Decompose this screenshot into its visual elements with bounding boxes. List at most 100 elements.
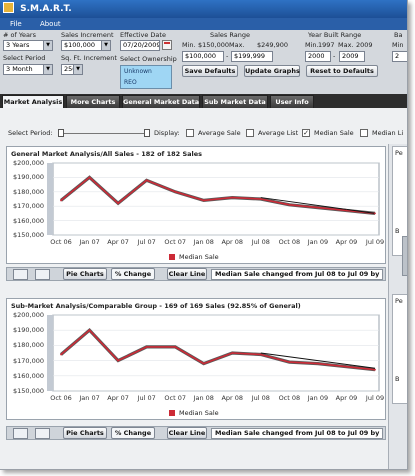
data-point [145, 179, 148, 182]
legend: Median Sale [169, 253, 219, 261]
bar-chart-icon[interactable] [35, 428, 50, 439]
data-point [174, 190, 177, 193]
tab-sub-market-data[interactable]: Sub Market Data [202, 95, 268, 108]
y-tick-label: $170,000 [12, 202, 44, 211]
title-bar: S.M.A.R.T. [0, 0, 407, 18]
y-tick-label: $180,000 [12, 341, 44, 350]
data-point [374, 368, 376, 371]
average-list-checkbox[interactable] [246, 129, 254, 137]
sales-increment-select[interactable]: $100,000 ▼ [61, 40, 111, 51]
pie-charts-button[interactable]: Pie Charts [63, 268, 107, 280]
line-chart-icon[interactable] [13, 269, 28, 280]
chevron-down-icon: ▼ [101, 41, 110, 50]
effective-date-label: Effective Date [120, 31, 166, 39]
plot-area [52, 314, 380, 392]
scrollbar-thumb[interactable] [402, 236, 407, 276]
chevron-down-icon: ▼ [73, 65, 82, 74]
save-defaults-button[interactable]: Save Defaults [182, 65, 238, 77]
x-tick-label: Jan 08 [193, 238, 214, 246]
median-sale-checkbox[interactable]: ✓ [302, 129, 310, 137]
tab-general-market-data[interactable]: General Market Data [122, 95, 200, 108]
pct-change-button[interactable]: % Change [111, 268, 155, 280]
sqft-increment-label: Sq. Ft. Increment [61, 54, 117, 62]
update-graphs-button[interactable]: Update Graphs [244, 65, 300, 77]
x-tick-label: Oct 08 [278, 238, 301, 246]
x-tick-label: Apr 07 [107, 238, 129, 246]
y-tick-label: $170,000 [12, 356, 44, 365]
menu-bar: File About [0, 18, 407, 30]
x-tick-label: Oct 06 [50, 394, 72, 402]
general-market-chart: General Market Analysis/All Sales - 182 … [6, 146, 386, 264]
y-tick-label: $200,000 [12, 159, 44, 167]
data-point [60, 353, 62, 356]
period-slider-handle[interactable] [144, 129, 150, 137]
sales-range-label: Sales Range [210, 31, 250, 39]
year-built-min-text: 1997 [318, 41, 335, 49]
sqft-increment-select[interactable]: 250 ▼ [61, 64, 83, 75]
tab-user-info[interactable]: User Info [270, 95, 314, 108]
select-ownership-label: Select Ownership [120, 55, 177, 63]
y-tick-label: $200,000 [12, 311, 44, 319]
data-point [317, 362, 319, 365]
series-line-median-sale [60, 329, 376, 371]
ownership-list[interactable]: Unknown REO [120, 65, 172, 89]
menu-about[interactable]: About [39, 20, 61, 28]
clear-line-button[interactable]: Clear Line [167, 427, 207, 439]
menu-file[interactable]: File [10, 20, 22, 28]
data-point [60, 199, 62, 202]
chevron-down-icon: ▼ [43, 65, 52, 74]
effective-date-input[interactable]: 07/20/2009 [120, 40, 160, 51]
x-tick-label: Oct 07 [164, 238, 186, 246]
ownership-option[interactable]: Unknown [124, 68, 152, 75]
controls-panel: # of Years 3 Years ▼ Sales Increment $100… [0, 30, 407, 94]
data-point [345, 209, 348, 212]
median-list-checkbox[interactable] [360, 129, 368, 137]
years-label: # of Years [3, 31, 36, 39]
average-sale-checkbox[interactable] [186, 129, 194, 137]
tab-market-analysis[interactable]: Market Analysis [2, 95, 64, 108]
pct-change-button[interactable]: % Change [111, 427, 155, 439]
window-title: S.M.A.R.T. [20, 4, 72, 14]
data-point [88, 176, 91, 179]
line-chart-icon[interactable] [13, 428, 28, 439]
period-slider-handle[interactable] [58, 129, 64, 137]
x-tick-label: Jan 09 [307, 394, 329, 402]
chart-title: General Market Analysis/All Sales - 182 … [11, 150, 203, 158]
right-panel-label: B [395, 227, 400, 235]
sales-min-input[interactable]: $100,000 [182, 51, 224, 62]
year-built-max-label: Max. [338, 41, 354, 49]
x-tick-label: Jul 09 [365, 394, 385, 402]
calendar-icon[interactable] [162, 40, 172, 50]
reset-defaults-button[interactable]: Reset to Defaults [306, 65, 378, 77]
period-select[interactable]: 3 Month ▼ [3, 64, 53, 75]
years-select[interactable]: 3 Years ▼ [3, 40, 53, 51]
sales-range-dash: - [226, 52, 229, 60]
clear-line-button[interactable]: Clear Line [167, 268, 207, 280]
y-tick-label: $190,000 [12, 326, 44, 335]
period-slider-track[interactable] [60, 133, 148, 134]
axis-strip [47, 315, 53, 391]
data-point [117, 359, 119, 362]
bar-chart-icon[interactable] [35, 269, 50, 280]
chart-title: Sub-Market Analysis/Comparable Group - 1… [11, 302, 301, 310]
legend-swatch [169, 254, 175, 260]
x-tick-label: Jul 07 [137, 394, 156, 402]
baths-min-label: Min [392, 41, 404, 49]
y-tick-label: $160,000 [12, 216, 44, 225]
display-label: Display: [154, 129, 180, 137]
ownership-option[interactable]: REO [124, 79, 137, 86]
sales-max-input[interactable]: $199,999 [231, 51, 273, 62]
x-tick-label: Jul 08 [251, 238, 270, 246]
sub-market-chart: Sub-Market Analysis/Comparable Group - 1… [6, 298, 386, 420]
data-point [259, 198, 262, 200]
legend-swatch [169, 410, 175, 416]
line-chart [47, 162, 380, 236]
year-min-input[interactable]: 2000 [305, 51, 331, 62]
x-tick-label: Jan 08 [193, 394, 214, 402]
baths-min-input[interactable]: 2 [392, 51, 407, 62]
right-panel-label: Pe [395, 149, 403, 157]
year-max-input[interactable]: 2009 [339, 51, 365, 62]
pie-charts-button[interactable]: Pie Charts [63, 427, 107, 439]
sales-range-min-text: $150,000 [198, 41, 230, 49]
tab-more-charts[interactable]: More Charts [66, 95, 120, 108]
